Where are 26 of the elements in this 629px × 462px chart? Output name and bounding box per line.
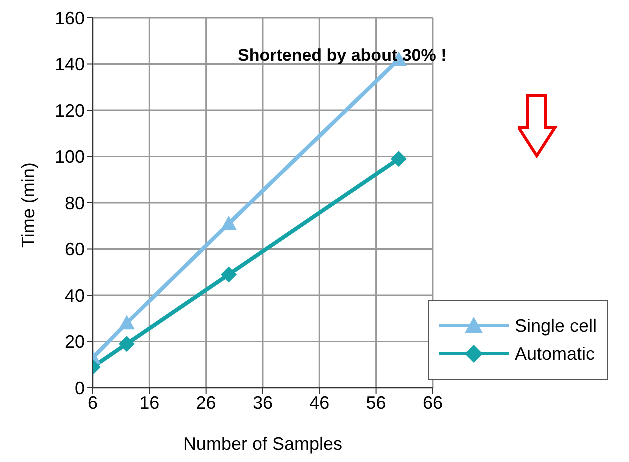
y-tick-label: 100 (54, 147, 85, 168)
point (118, 315, 135, 330)
annotation: Shortened by about 30% ! (238, 46, 447, 66)
y-axis-title: Time (min) (18, 162, 38, 248)
point (220, 266, 237, 283)
y-tick-label: 160 (54, 8, 85, 28)
x-tick-label: 6 (88, 392, 98, 413)
y-tick-label: 40 (64, 286, 85, 306)
x-tick-label: 56 (366, 392, 386, 413)
y-tick-label: 60 (64, 240, 85, 260)
y-tick-label: 80 (64, 193, 85, 214)
point (220, 216, 237, 230)
y-tick-label: 140 (54, 54, 85, 75)
point (118, 336, 135, 352)
y-tick-label: 120 (54, 100, 85, 121)
legend-label: Single cell (514, 316, 597, 336)
y-tick-label: 0 (74, 378, 85, 398)
legend-label: Automatic (514, 344, 595, 364)
x-tick-label: 26 (196, 392, 216, 413)
x-tick-label: 16 (140, 392, 160, 413)
x-tick-label: 66 (422, 392, 443, 413)
point (390, 151, 407, 168)
x-tick-label: 36 (252, 392, 273, 413)
x-axis-title: Number of Samples (183, 434, 343, 454)
x-tick-label: 46 (310, 392, 330, 413)
y-tick-label: 20 (64, 332, 85, 352)
